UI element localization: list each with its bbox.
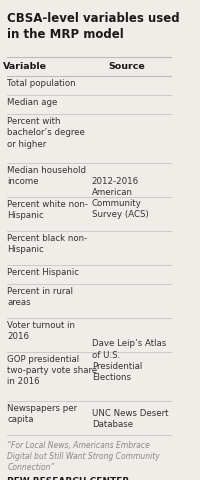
Text: Median household
income: Median household income bbox=[7, 166, 86, 186]
Text: Percent Hispanic: Percent Hispanic bbox=[7, 268, 79, 276]
Text: Percent white non-
Hispanic: Percent white non- Hispanic bbox=[7, 200, 88, 220]
Text: Dave Leip’s Atlas
of U.S.
Presidential
Elections: Dave Leip’s Atlas of U.S. Presidential E… bbox=[92, 339, 166, 381]
Text: Percent with
bachelor’s degree
or higher: Percent with bachelor’s degree or higher bbox=[7, 117, 85, 148]
Text: Percent black non-
Hispanic: Percent black non- Hispanic bbox=[7, 234, 88, 254]
Text: Source: Source bbox=[109, 61, 145, 71]
Text: “For Local News, Americans Embrace
Digital but Still Want Strong Community
Conne: “For Local News, Americans Embrace Digit… bbox=[7, 440, 160, 471]
Text: CBSA-level variables used
in the MRP model: CBSA-level variables used in the MRP mod… bbox=[7, 12, 180, 41]
Text: UNC News Desert
Database: UNC News Desert Database bbox=[92, 408, 168, 428]
Text: Newspapers per
capita: Newspapers per capita bbox=[7, 403, 77, 423]
Text: Median age: Median age bbox=[7, 98, 58, 107]
Text: PEW RESEARCH CENTER: PEW RESEARCH CENTER bbox=[7, 476, 130, 480]
Text: Percent in rural
areas: Percent in rural areas bbox=[7, 287, 73, 307]
Text: GOP presidential
two-party vote share
in 2016: GOP presidential two-party vote share in… bbox=[7, 354, 97, 385]
Text: Variable: Variable bbox=[3, 61, 47, 71]
Text: Total population: Total population bbox=[7, 79, 76, 88]
Text: 2012-2016
American
Community
Survey (ACS): 2012-2016 American Community Survey (ACS… bbox=[92, 177, 149, 219]
Text: Voter turnout in
2016: Voter turnout in 2016 bbox=[7, 321, 75, 340]
